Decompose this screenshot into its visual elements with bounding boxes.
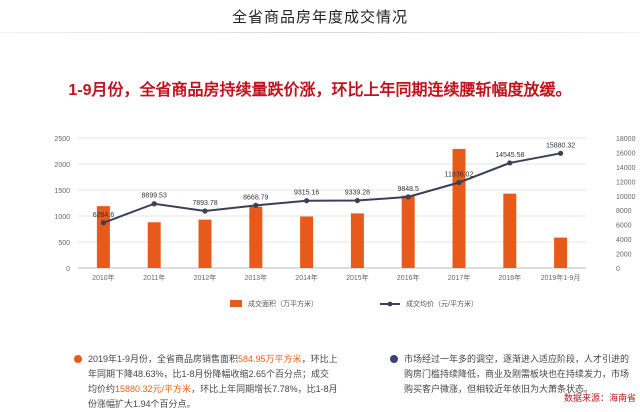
page-title: 全省商品房年度成交情况 (231, 9, 408, 26)
headline: 1-9月份，全省商品房持续量跌价涨，环比上年同期连续腰斩幅度放缓。 (68, 82, 572, 99)
bar (401, 195, 415, 268)
y-right-tick-label: 12000 (616, 179, 636, 186)
bar (300, 216, 314, 268)
x-tick-label: 2016年 (397, 273, 420, 282)
bar (452, 148, 466, 268)
price-data-label: 8668.79 (243, 194, 268, 201)
x-tick-label: 2012年 (194, 273, 217, 282)
note-market-text: 市场经过一年多的调空，逐渐进入适应阶段，人才引进的购房门槛持续降低，商业及刚需板… (404, 354, 630, 394)
y-left-tick-label: 2000 (54, 162, 70, 169)
price-data-label: 8899.53 (142, 193, 167, 200)
y-right-tick-label: 18000 (616, 136, 636, 143)
y-right-tick-label: 4000 (616, 237, 632, 244)
y-right-tick-label: 0 (616, 266, 620, 273)
y-right-tick-label: 2000 (616, 252, 632, 259)
y-right-tick-label: 10000 (616, 194, 636, 201)
price-data-label: 6264.6 (93, 212, 115, 219)
note-market: 市场经过一年多的调空，逐渐进入适应阶段，人才引进的购房门槛持续降低，商业及刚需板… (390, 352, 630, 397)
bar (147, 222, 161, 268)
price-data-label: 7893.78 (192, 200, 217, 207)
title-divider (0, 32, 640, 33)
data-source: 数据来源：海南省 (563, 393, 636, 403)
bar (554, 237, 568, 268)
x-tick-label: 2010年 (92, 273, 115, 282)
combo-chart: 0 500 1000 1500 2000 2500 0 2000 4000 6000 8000 100… (54, 136, 636, 308)
x-tick-label: 2017年 (448, 273, 471, 282)
price-data-label: 9339.28 (345, 190, 370, 197)
price-data-label: 9848.5 (397, 186, 419, 193)
price-data-label: 9315.16 (294, 190, 319, 197)
note-text-1: 2019年1-9月份，全省商品房销售面积 (88, 354, 239, 364)
note-text-3: ，环比上年同期增长7.78%，比1-8月份涨幅扩大1.94个百分点。 (88, 384, 338, 409)
y-left-tick-label: 1500 (54, 188, 70, 195)
bar (198, 219, 212, 268)
price-point (405, 194, 411, 200)
x-tick-label: 2014年 (295, 273, 318, 282)
navy-bullet-icon (390, 355, 398, 363)
legend-label-area: 成交面积（万平方米） (248, 299, 318, 308)
bar (503, 193, 517, 268)
bar (350, 213, 364, 268)
price-point (202, 208, 208, 214)
price-point (354, 197, 360, 204)
price-point (304, 198, 310, 204)
x-tick-label: 2019年1-9月 (541, 273, 581, 282)
y-right-tick-label: 6000 (616, 223, 632, 230)
orange-bullet-icon (74, 355, 82, 363)
legend-marker-price (387, 301, 393, 307)
price-point (558, 150, 564, 156)
price-data-label: 15880.32 (546, 142, 575, 149)
legend-swatch-area (230, 300, 242, 307)
price-point (507, 160, 513, 166)
price-data-label: 11836.02 (445, 172, 474, 179)
y-left-tick-label: 0 (66, 266, 70, 273)
y-left-tick-label: 1000 (54, 214, 70, 221)
y-right-tick-label: 14000 (616, 165, 636, 172)
x-tick-label: 2015年 (346, 273, 369, 282)
note-area-price: 2019年1-9月份，全省商品房销售面积584.95万平方米，环比上年同期下降4… (74, 352, 338, 412)
price-line (103, 152, 561, 224)
price-data-label: 14545.58 (495, 152, 524, 159)
note-text-2: ，环比上年同期下降48.63%，比1-8月份降幅收缩2.65个百分点；成交均价约 (88, 354, 338, 394)
x-tick-label: 2013年 (245, 273, 268, 282)
y-left-tick-label: 500 (58, 240, 70, 247)
note-highlight-area: 584.95万平方米 (238, 354, 302, 364)
price-point (100, 220, 106, 226)
x-tick-label: 2018年 (499, 273, 522, 282)
x-tick-label: 2011年 (143, 273, 165, 282)
y-right-tick-label: 8000 (616, 208, 632, 215)
y-left-tick-label: 2500 (54, 136, 70, 143)
note-highlight-price: 15880.32元/平方米 (115, 384, 192, 394)
y-right-tick-label: 16000 (616, 150, 636, 157)
price-point (151, 201, 157, 207)
legend-label-price: 成交均价（元/平方米） (406, 299, 478, 308)
bar (249, 206, 263, 268)
price-point (253, 202, 259, 208)
price-point (456, 179, 462, 186)
